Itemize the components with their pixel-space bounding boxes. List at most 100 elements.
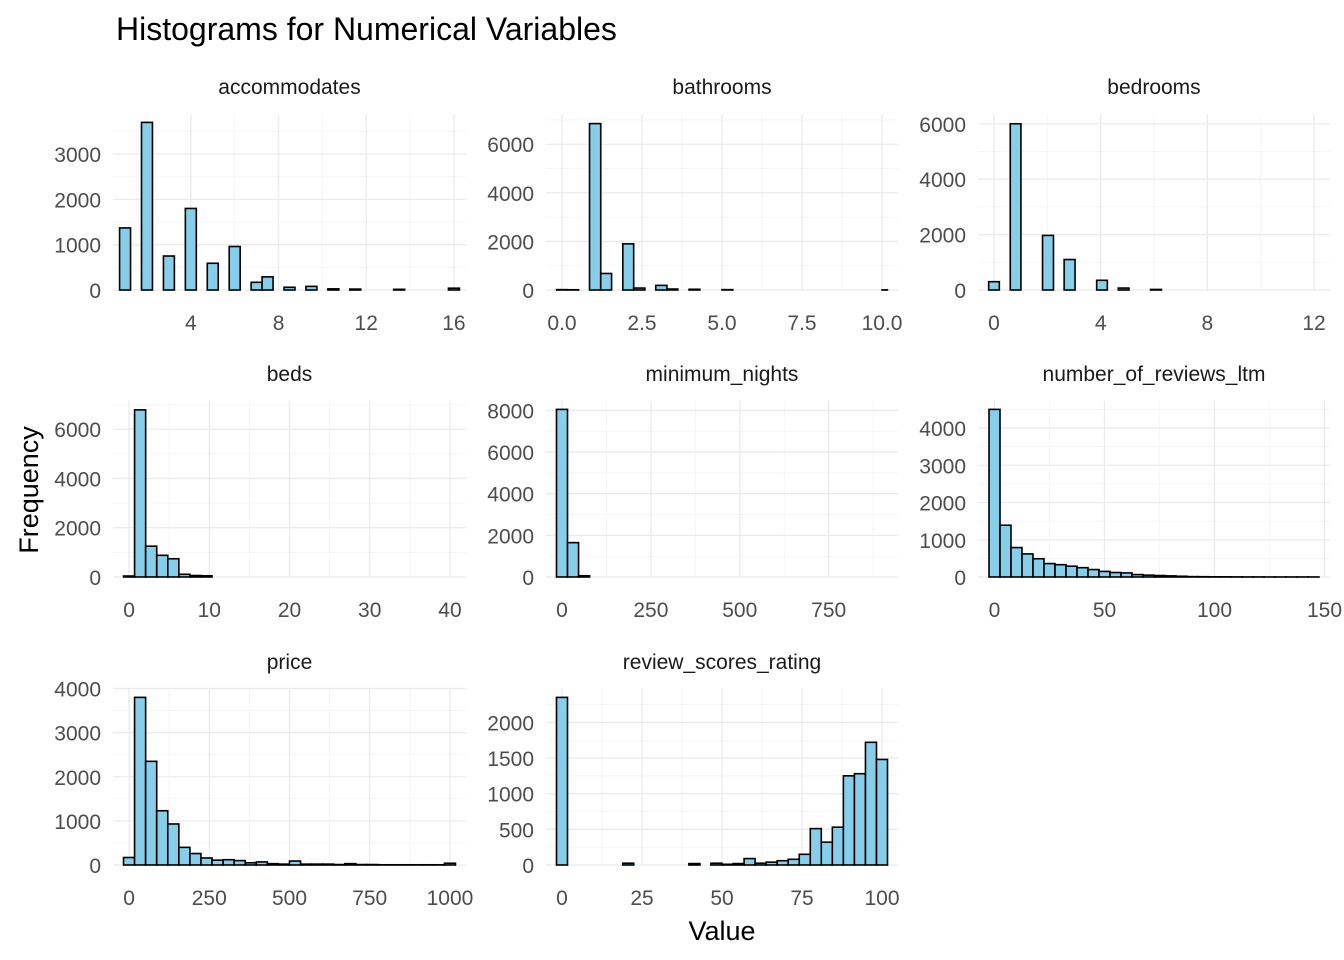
histogram-bar: [721, 863, 734, 866]
x-tick-label: 25: [630, 887, 653, 910]
histogram-bar: [555, 408, 569, 578]
panel-price: price 0 250 500 750 1000 0 1000 2000 3000 4000: [54, 651, 473, 910]
histogram-bar: [809, 827, 823, 866]
panel-title: beds: [267, 363, 313, 386]
histogram-bar: [765, 861, 778, 866]
histogram-bar: [1043, 562, 1056, 578]
histogram-bar: [250, 281, 263, 291]
histogram-bar: [1131, 573, 1144, 578]
y-tick-label: 6000: [487, 442, 534, 465]
histogram-bar: [988, 408, 1001, 578]
y-tick-label: 3000: [54, 144, 101, 167]
histogram-bar: [155, 809, 169, 866]
panel-title: bathrooms: [672, 76, 771, 99]
chart-title: Histograms for Numerical Variables: [116, 11, 617, 47]
histogram-bar: [987, 280, 1001, 291]
histogram-bar: [392, 288, 406, 291]
histogram-bar: [206, 262, 220, 291]
histogram-bar: [688, 862, 701, 866]
x-tick-label: 250: [192, 887, 227, 910]
histogram-bar: [443, 862, 457, 866]
histogram-bar: [200, 574, 213, 578]
histogram-bar: [1087, 568, 1100, 578]
histogram-bar: [118, 227, 132, 291]
histogram-bar: [299, 863, 313, 866]
histogram-bar: [162, 255, 176, 291]
histogram-bar: [577, 574, 591, 578]
histogram-bar: [999, 524, 1012, 578]
panel-title: minimum_nights: [646, 363, 799, 386]
x-tick-label: 50: [1093, 599, 1116, 622]
histogram-bar: [710, 862, 723, 866]
y-tick-label: 1000: [487, 784, 534, 807]
histogram-bar: [754, 862, 767, 866]
x-tick-label: 50: [710, 887, 733, 910]
y-tick-label: 0: [954, 567, 966, 590]
y-tick-label: 4000: [919, 418, 966, 441]
histogram-bar: [244, 861, 258, 866]
panel-bathrooms: bathrooms 0.0 2.5 5.0 7.5 10.0 0 2000 4000 6000: [487, 76, 902, 335]
histogram-bar: [787, 858, 801, 866]
histogram-bar: [1120, 572, 1133, 578]
x-tick-label: 750: [811, 599, 846, 622]
histogram-bar: [266, 862, 280, 866]
x-tick-label: 75: [790, 887, 813, 910]
panel-title: review_scores_rating: [623, 651, 821, 674]
y-tick-label: 2000: [54, 518, 101, 541]
histogram-bar: [133, 409, 147, 578]
y-tick-label: 0: [522, 567, 534, 590]
histogram-bar: [588, 122, 602, 291]
panel-minimum-nights: minimum_nights 0 250 500 750 0 2000 4000 6000 800…: [487, 363, 898, 622]
x-tick-label: 100: [864, 887, 899, 910]
histogram-bar: [283, 286, 296, 291]
panel-beds: beds 0 10 20 30 40 0 2000 4000 6000: [54, 363, 466, 622]
y-tick-label: 3000: [54, 723, 101, 746]
x-tick-label: 4: [185, 312, 197, 335]
histogram-bar: [277, 863, 291, 866]
histogram-bar: [1109, 571, 1122, 578]
panel-accommodates: accommodates 4 8 12 16 0 1000 2000 3000: [54, 76, 466, 335]
histogram-bar: [178, 573, 191, 578]
x-tick-label: 8: [1201, 312, 1213, 335]
y-tick-label: 0: [522, 855, 534, 878]
histogram-bar: [1117, 287, 1130, 291]
histogram-bar: [211, 859, 224, 866]
histogram-bar: [321, 863, 335, 866]
x-tick-label: 7.5: [787, 312, 816, 335]
histogram-bar: [632, 287, 646, 291]
y-tick-label: 4000: [54, 468, 101, 491]
histogram-bar: [654, 284, 668, 291]
histogram-bar: [1065, 565, 1078, 578]
x-tick-label: 20: [278, 599, 301, 622]
histogram-bar: [144, 760, 158, 866]
x-tick-label: 1000: [427, 887, 474, 910]
histogram-bar: [133, 696, 147, 866]
histogram-bar: [222, 858, 235, 866]
histogram-bar: [1095, 279, 1109, 291]
histogram-bar: [1175, 575, 1188, 578]
histogram-bar: [233, 859, 247, 866]
y-tick-label: 2000: [487, 712, 534, 735]
histogram-bar: [1098, 570, 1111, 578]
histogram-bar: [1063, 258, 1076, 291]
y-tick-label: 6000: [487, 134, 534, 157]
y-tick-label: 2000: [487, 525, 534, 548]
histogram-bar: [1032, 557, 1045, 578]
x-tick-label: 150: [1307, 599, 1342, 622]
y-tick-label: 1000: [54, 811, 101, 834]
x-tick-label: 10: [198, 599, 221, 622]
x-tick-label: 0: [123, 599, 135, 622]
x-tick-label: 5.0: [707, 312, 736, 335]
y-tick-label: 6000: [54, 419, 101, 442]
histogram-bar: [344, 862, 357, 866]
histogram-bar: [122, 856, 136, 866]
histogram-bar: [1149, 288, 1163, 291]
histogram-bar: [864, 741, 878, 866]
histogram-bar: [310, 863, 324, 866]
x-tick-label: 0: [988, 312, 1000, 335]
histogram-bar: [166, 823, 180, 866]
x-tick-label: 10.0: [862, 312, 903, 335]
